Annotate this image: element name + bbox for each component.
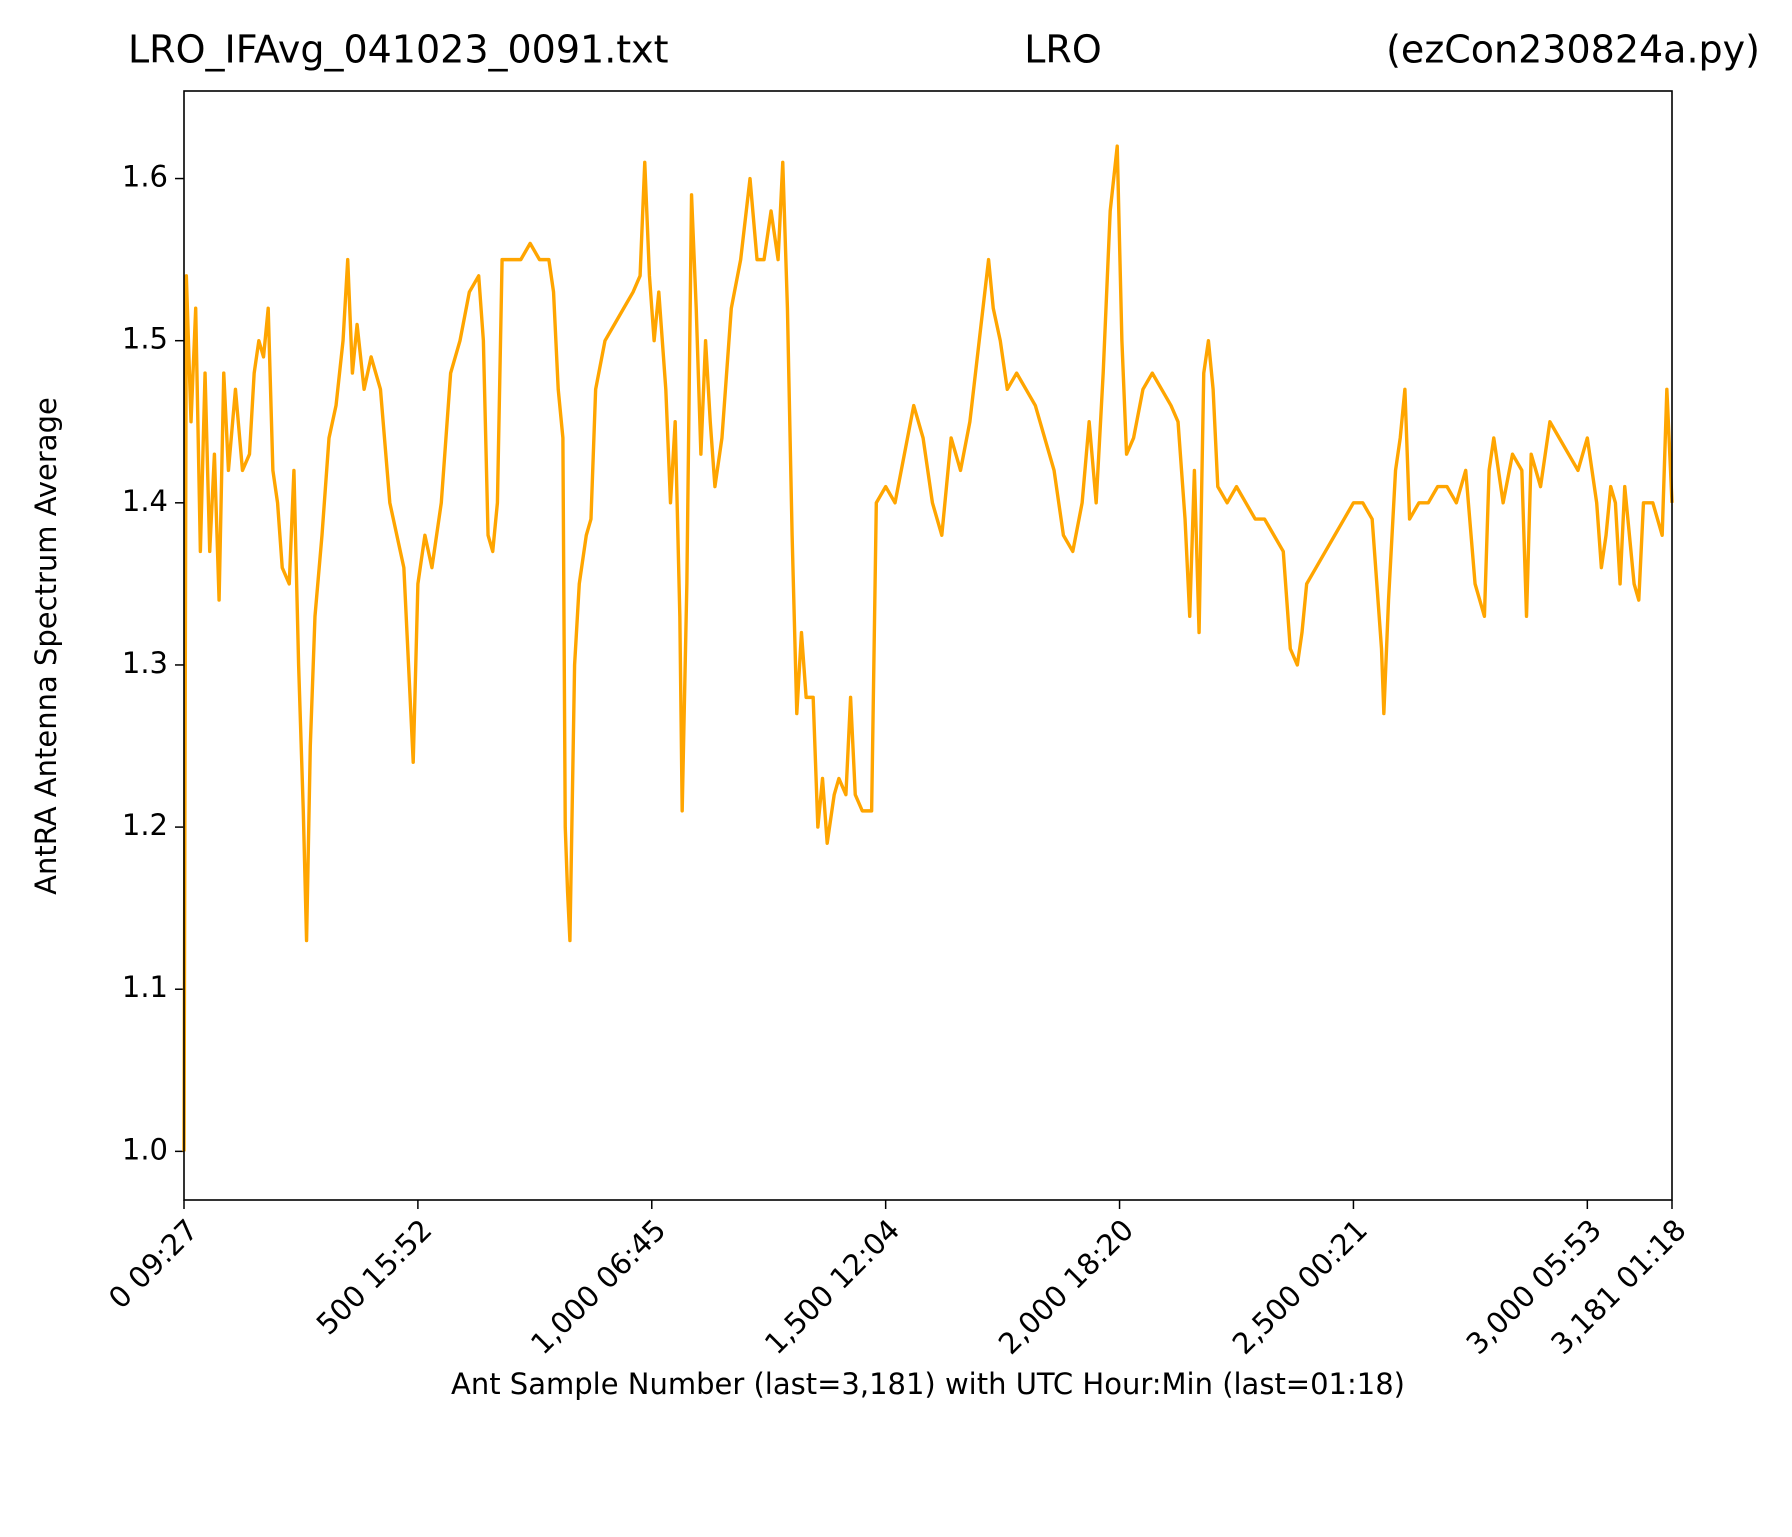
y-tick-label: 1.6 — [122, 160, 168, 194]
title-right: (ezCon230824a.py) — [1386, 28, 1760, 72]
data-line — [182, 144, 1674, 1152]
y-tick-label: 1.1 — [122, 970, 168, 1004]
y-tick-label: 1.5 — [122, 322, 168, 356]
x-tick-label: 1,000 06:45 — [524, 1213, 672, 1361]
x-tick-label: 1,500 12:04 — [758, 1213, 906, 1361]
x-tick-label: 0 09:27 — [102, 1213, 205, 1316]
x-tick-label: 500 15:52 — [310, 1213, 439, 1342]
x-tick-label: 2,500 00:21 — [1226, 1213, 1374, 1361]
x-axis-label: Ant Sample Number (last=3,181) with UTC … — [451, 1367, 1405, 1401]
y-axis-label: AntRA Antenna Spectrum Average — [29, 397, 63, 895]
y-tick-label: 1.2 — [122, 808, 168, 842]
y-tick-label: 1.0 — [122, 1132, 168, 1166]
y-tick-label: 1.4 — [122, 484, 168, 518]
x-tick-label: 2,000 18:20 — [992, 1213, 1140, 1361]
title-left: LRO_IFAvg_041023_0091.txt — [128, 28, 669, 72]
plot-frame — [183, 90, 1673, 1201]
y-tick-label: 1.3 — [122, 646, 168, 680]
title-center: LRO — [1024, 28, 1101, 72]
